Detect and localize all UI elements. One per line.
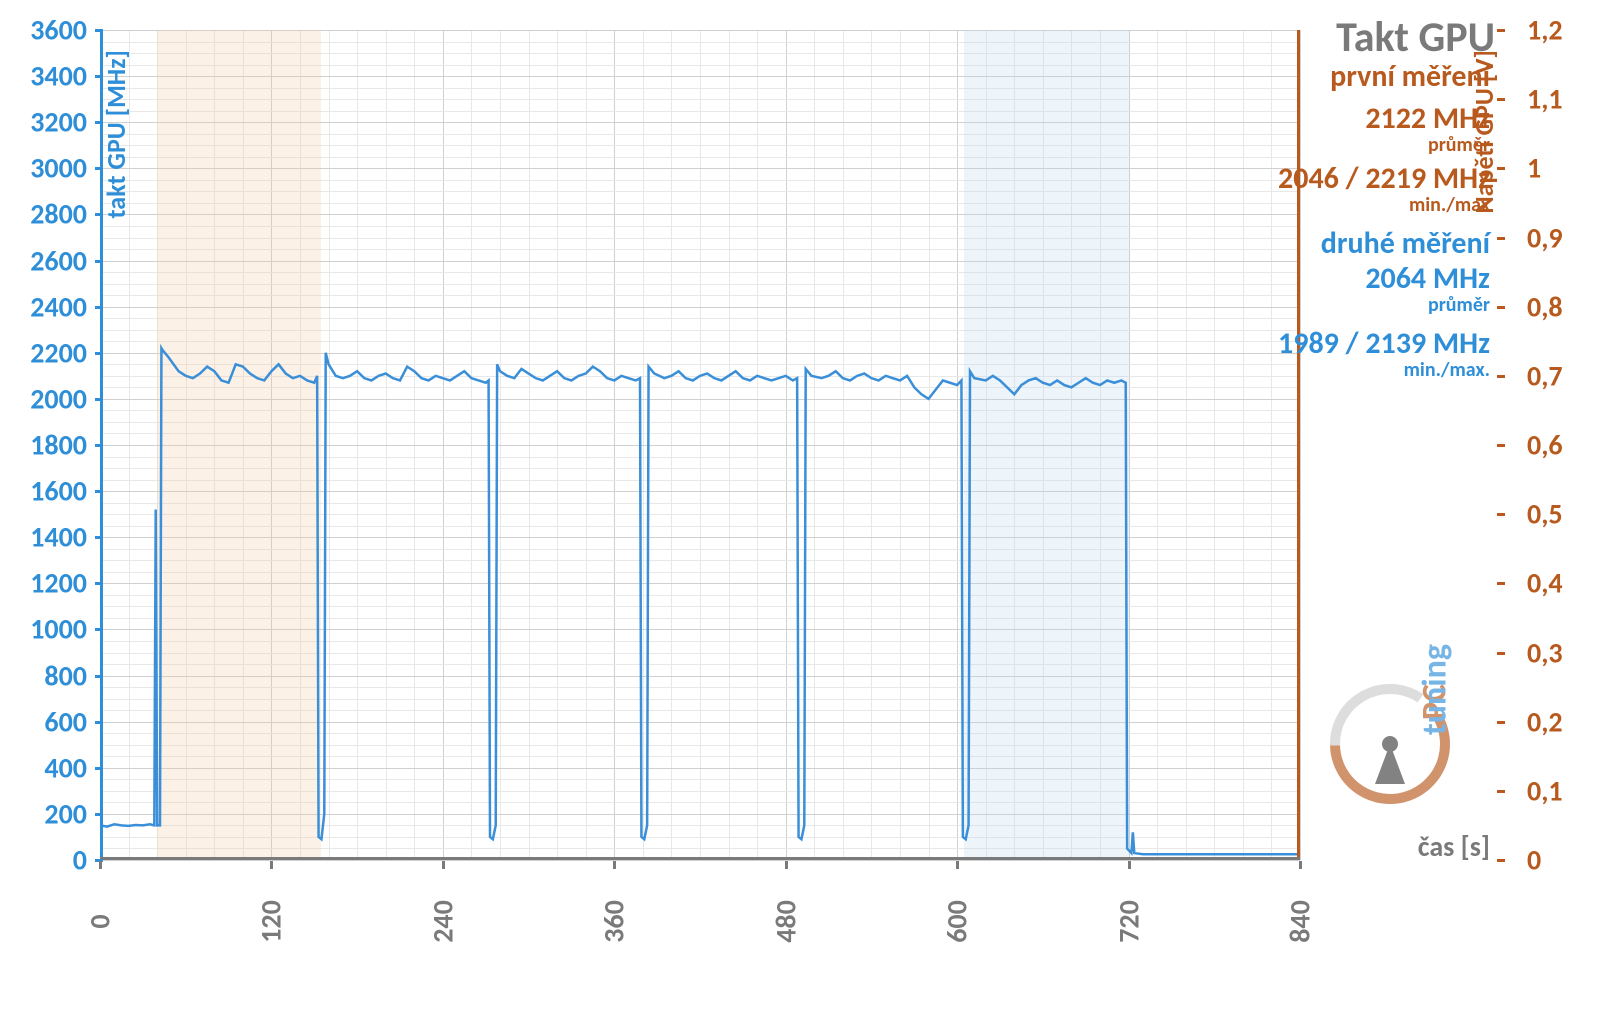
y-tick-right: 0	[1527, 843, 1541, 878]
y-tick-left: 1800	[30, 428, 87, 463]
y-tick-left: 3600	[30, 13, 87, 48]
y-tick-right: 0,5	[1527, 497, 1563, 532]
annotation: 2064 MHzprůměr	[1365, 260, 1490, 317]
x-tick: 720	[1111, 900, 1146, 943]
y-tick-left: 400	[44, 750, 87, 785]
watermark-logo: PC tuning	[1330, 634, 1490, 859]
y-axis-left: 0200400600800100012001400160018002000220…	[0, 30, 95, 860]
y-tick-left: 1200	[30, 566, 87, 601]
y-tick-left: 1000	[30, 612, 87, 647]
x-tick: 360	[597, 900, 632, 943]
y-tick-left: 2000	[30, 381, 87, 416]
y-tick-right: 0,7	[1527, 358, 1563, 393]
y-tick-left: 2200	[30, 335, 87, 370]
annotation: 1989 / 2139 MHzmin./max.	[1278, 325, 1490, 382]
x-tick: 840	[1283, 900, 1318, 943]
annotation: druhé měření	[1321, 225, 1490, 262]
annotation: 2122 MHzprůměr	[1365, 100, 1490, 157]
y-tick-right: 0,9	[1527, 220, 1563, 255]
y-tick-left: 0	[73, 843, 87, 878]
y-tick-right: 0,3	[1527, 635, 1563, 670]
y-tick-left: 800	[44, 658, 87, 693]
gpu-clock-line	[100, 30, 1300, 860]
chart-title: Takt GPU	[1336, 12, 1495, 63]
x-tick: 240	[425, 900, 460, 943]
y-tick-right: 0,2	[1527, 704, 1563, 739]
annotation: první měření	[1330, 58, 1490, 95]
y-tick-left: 2800	[30, 197, 87, 232]
x-tick: 0	[83, 914, 118, 928]
chart-container: 0200400600800100012001400160018002000220…	[0, 0, 1600, 1009]
y-tick-left: 3400	[30, 59, 87, 94]
y-tick-left: 3200	[30, 105, 87, 140]
y-tick-right: 1	[1527, 151, 1541, 186]
plot-area	[100, 30, 1300, 860]
y-tick-left: 2600	[30, 243, 87, 278]
x-tick: 480	[768, 900, 803, 943]
x-tick: 120	[254, 900, 289, 943]
y-tick-right: 0,8	[1527, 289, 1563, 324]
y-tick-left: 1400	[30, 520, 87, 555]
x-tick: 600	[940, 900, 975, 943]
y-tick-left: 600	[44, 704, 87, 739]
x-axis: 0120240360480600720840	[100, 864, 1300, 1009]
y-tick-right: 0,4	[1527, 566, 1563, 601]
y-tick-right: 1,1	[1527, 82, 1563, 117]
y-tick-right: 1,2	[1527, 13, 1563, 48]
y-tick-right: 0,6	[1527, 428, 1563, 463]
y-tick-left: 200	[44, 796, 87, 831]
y-axis-right: 00,10,20,30,40,50,60,70,80,911,11,2	[1505, 30, 1600, 860]
y-tick-left: 1600	[30, 474, 87, 509]
y-tick-left: 2400	[30, 289, 87, 324]
annotation: 2046 / 2219 MHzmin./max	[1278, 160, 1490, 217]
y-axis-left-label: takt GPU [MHz]	[100, 50, 132, 218]
y-tick-right: 0,1	[1527, 773, 1563, 808]
y-tick-left: 3000	[30, 151, 87, 186]
svg-text:tuning: tuning	[1415, 644, 1456, 735]
